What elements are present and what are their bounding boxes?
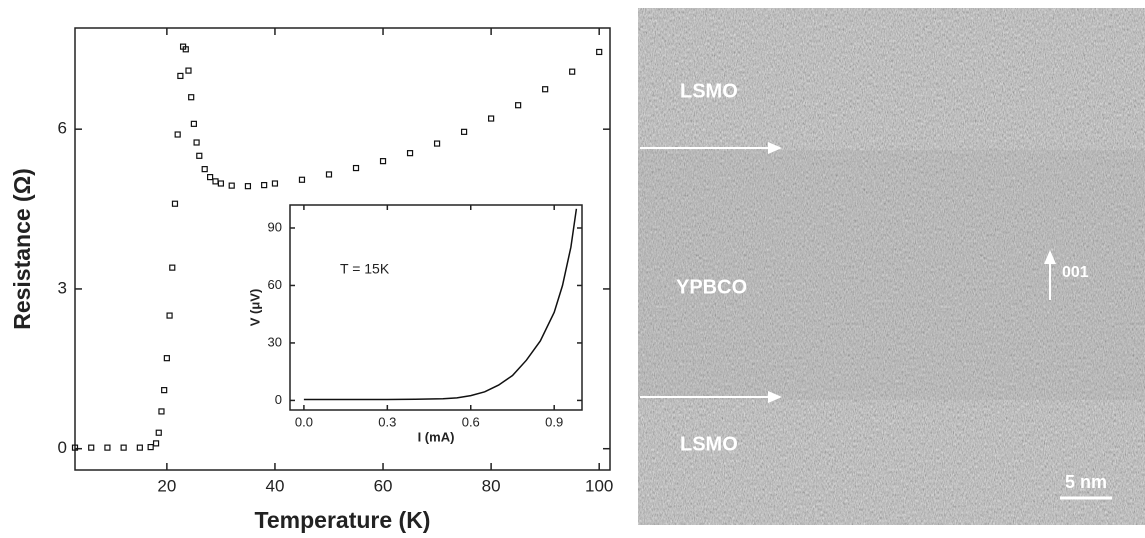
data-point [433,140,441,147]
data-point [325,171,333,178]
y-axis-label: V (μV) [247,289,262,327]
data-point [152,440,160,447]
main-chart: 20 40 60 80 100 0 3 6 Temperature (K) Resistance … [9,27,613,533]
data-point [158,408,165,415]
data-point [201,166,208,173]
data-point [569,68,576,75]
data-point [88,444,95,451]
data-point [207,174,214,181]
y-tick-label: 90 [268,219,282,234]
annotation: T = 15K [340,261,390,277]
data-point [190,120,197,127]
data-point [193,139,200,146]
data-point [460,128,468,135]
x-axis-label: Temperature (K) [255,507,431,533]
data-point [542,86,549,93]
data-point [177,72,184,80]
data-point [169,264,176,271]
data-point [185,67,192,74]
y-tick-label: 30 [268,334,282,349]
image-label: YPBCO [676,276,747,298]
image-label: LSMO [680,80,738,102]
image-texture [638,8,1145,525]
data-point [261,181,268,189]
y-axis-label: Resistance (Ω) [9,168,35,330]
x-tick-label: 60 [374,476,393,495]
data-point [271,180,279,187]
data-point [136,444,143,451]
data-point [488,115,495,122]
data-point [352,164,360,172]
x-tick-label: 0.0 [295,414,313,429]
y-tick-label: 60 [268,277,282,292]
data-point [217,180,225,187]
x-tick-label: 40 [265,476,284,495]
x-tick-label: 20 [157,476,176,495]
data-point [166,312,173,319]
data-point [104,444,111,451]
y-tick-label: 0 [275,392,282,407]
y-tick-label: 6 [58,119,67,138]
data-point [515,102,522,109]
data-point [163,355,170,362]
y-tick-label: 0 [58,438,67,457]
data-point [174,131,181,138]
data-line [303,208,578,401]
data-point [244,183,252,190]
data-point [147,444,154,451]
image-label: LSMO [680,433,738,455]
data-point [182,46,189,53]
image-layer [638,150,1145,400]
data-point [71,444,79,451]
image-label: 5 nm [1065,472,1107,492]
x-axis-label: I (mA) [418,429,455,444]
data-point [406,150,414,157]
data-point [596,48,603,56]
data-point [298,176,306,183]
x-tick-label: 0.9 [545,414,563,429]
data-point [161,387,168,394]
data-point [188,94,195,101]
data-point [155,429,162,436]
x-tick-label: 100 [585,476,613,495]
data-point [120,444,127,451]
data-point [379,158,387,165]
tem-image: LSMO YPBCO 001 LSMO 5 nm [638,8,1145,525]
y-tick-label: 3 [58,278,67,297]
x-tick-label: 0.6 [462,414,480,429]
data-point [196,152,203,159]
data-point [228,182,235,189]
data-point [171,200,179,207]
x-tick-label: 80 [482,476,501,495]
x-tick-label: 0.3 [378,414,396,429]
image-label: 001 [1062,264,1089,281]
plot-frame [289,204,583,411]
